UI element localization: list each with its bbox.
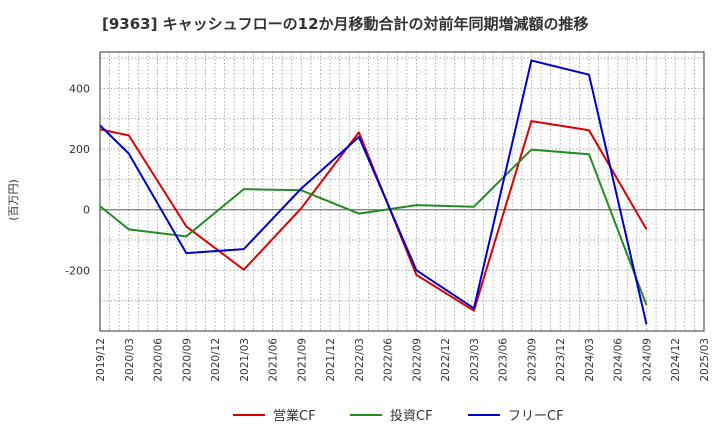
- grid-layer: [99, 52, 705, 331]
- x-tick-label: 2024/09: [641, 338, 653, 382]
- x-tick-label: 2020/09: [181, 338, 193, 382]
- axis-layer: -200 0 200 400 2019/12 2020/03 2020/06 2020/09 2…: [65, 51, 711, 382]
- x-tick-label: 2022/03: [354, 338, 366, 382]
- x-tick-label: 2021/12: [325, 338, 337, 382]
- x-tick-label: 2022/12: [440, 338, 452, 382]
- x-tick-label: 2021/06: [268, 338, 280, 382]
- x-tick-label: 2021/03: [239, 338, 251, 382]
- x-tick-label: 2019/12: [95, 338, 107, 382]
- legend-label: 営業CF: [273, 408, 316, 424]
- series-layer: [99, 59, 648, 325]
- y-tick-label: 0: [83, 204, 90, 217]
- series-line: [99, 120, 648, 312]
- x-tick-label: 2020/12: [210, 338, 222, 382]
- x-tick-label: 2023/09: [526, 338, 538, 382]
- x-tick-label: 2023/03: [469, 338, 481, 382]
- x-tick-label: 2024/12: [670, 338, 682, 382]
- x-tick-label: 2020/06: [153, 338, 165, 382]
- x-tick-label: 2021/09: [296, 338, 308, 382]
- x-tick-label: 2022/06: [383, 338, 395, 382]
- legend-label: 投資CF: [390, 408, 433, 424]
- x-tick-label: 2022/09: [411, 338, 423, 382]
- series-line: [99, 148, 648, 306]
- series-line: [99, 59, 648, 325]
- plot-area: [100, 52, 704, 331]
- plot-frame: [99, 51, 705, 332]
- chart-title: [9363] キャッシュフローの12か月移動合計の対前年同期増減額の推移: [102, 15, 589, 33]
- legend: 営業CF 投資CF フリーCF: [233, 408, 564, 424]
- y-tick-label: 400: [69, 82, 90, 95]
- x-tick-label: 2023/12: [555, 338, 567, 382]
- x-tick-label: 2024/03: [584, 338, 596, 382]
- y-tick-label: 200: [69, 143, 90, 156]
- y-axis-label: (百万円): [7, 179, 20, 221]
- y-tick-label: -200: [65, 264, 90, 277]
- legend-label: フリーCF: [508, 409, 564, 424]
- x-tick-label: 2024/06: [613, 338, 625, 382]
- x-tick-label: 2023/06: [498, 338, 510, 382]
- x-tick-label: 2020/03: [124, 338, 136, 382]
- x-tick-label: 2025/03: [699, 338, 711, 382]
